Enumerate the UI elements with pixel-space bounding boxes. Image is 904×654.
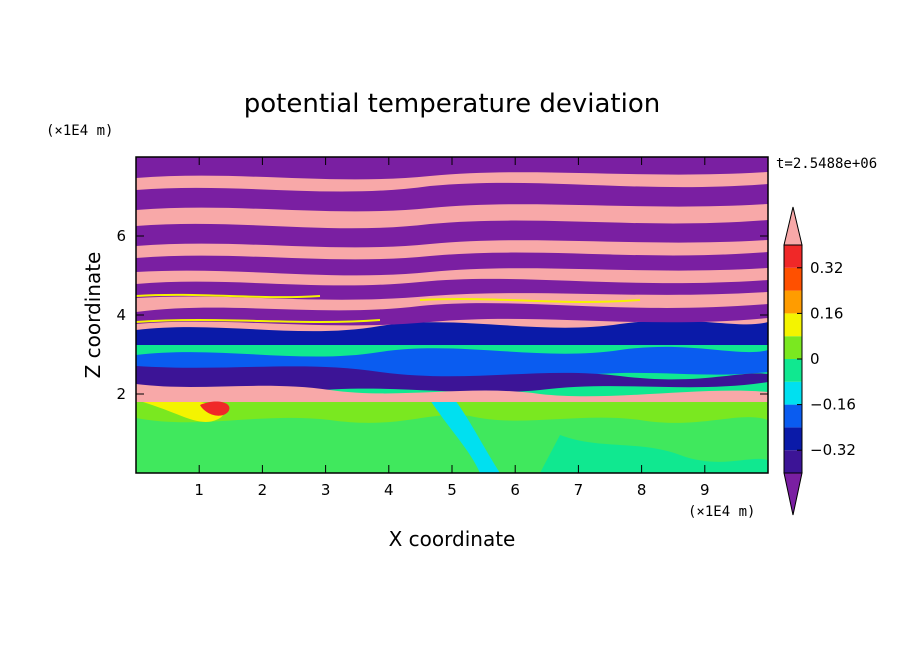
y-tick-label: 4 xyxy=(116,306,126,324)
colorbar-swatch xyxy=(784,290,802,314)
colorbar-swatch xyxy=(784,427,802,451)
y-axis: 2 4 6 xyxy=(116,227,768,403)
colorbar-tick-label: −0.16 xyxy=(810,396,856,414)
band-pink-low xyxy=(136,384,768,402)
colorbar-tick-label: 0.32 xyxy=(810,259,843,277)
colorbar-swatch xyxy=(784,450,802,473)
x-tick-label: 9 xyxy=(700,481,710,499)
colorbar-swatch xyxy=(784,336,802,359)
colorbar-swatch xyxy=(784,245,802,268)
layer-purple-6 xyxy=(136,182,768,212)
y-axis-label: Z coordinate xyxy=(81,252,105,379)
y-tick-label: 6 xyxy=(116,227,126,245)
layer-edges xyxy=(136,293,641,323)
x-units-label: (×1E4 m) xyxy=(688,504,755,520)
colorbar-high-arrow xyxy=(783,206,803,246)
x-axis-label: X coordinate xyxy=(389,527,516,551)
patch-red xyxy=(200,401,230,416)
colorbar-tick-label: −0.32 xyxy=(810,441,856,459)
patch-mint xyxy=(540,435,768,473)
x-tick-label: 4 xyxy=(384,481,394,499)
colorbar: 0.32 0.16 0 −0.16 −0.32 xyxy=(783,206,856,516)
colorbar-tick-label: 0 xyxy=(810,350,820,368)
colorbar-swatch xyxy=(784,359,802,382)
colorbar-swatch xyxy=(784,267,802,291)
x-tick-label: 6 xyxy=(510,481,520,499)
layer-purple-7 xyxy=(136,157,768,180)
colorbar-swatch xyxy=(784,381,802,405)
time-label: t=2.5488e+06 xyxy=(776,156,877,172)
chart-title: potential temperature deviation xyxy=(244,89,660,119)
layer-purple-4 xyxy=(136,252,768,276)
x-tick-label: 5 xyxy=(447,481,457,499)
x-tick-label: 2 xyxy=(258,481,268,499)
colorbar-tick-label: 0.16 xyxy=(810,304,843,322)
layer-purple-3 xyxy=(136,278,768,300)
layer-purple-5 xyxy=(136,220,768,248)
x-axis: 1 2 3 4 5 6 7 8 9 xyxy=(194,157,710,499)
x-tick-label: 1 xyxy=(194,481,204,499)
x-tick-label: 3 xyxy=(321,481,331,499)
colorbar-low-arrow xyxy=(783,472,803,516)
y-units-label: (×1E4 m) xyxy=(46,123,113,139)
colorbar-swatch xyxy=(784,404,802,428)
patch-cyan-plume xyxy=(430,400,500,473)
y-tick-label: 2 xyxy=(116,385,126,403)
layer-purple-2 xyxy=(136,303,768,326)
x-tick-label: 7 xyxy=(574,481,584,499)
colorbar-swatch xyxy=(784,313,802,337)
contour-field xyxy=(136,157,768,473)
layer-blue-1 xyxy=(136,320,768,345)
x-tick-label: 8 xyxy=(637,481,647,499)
